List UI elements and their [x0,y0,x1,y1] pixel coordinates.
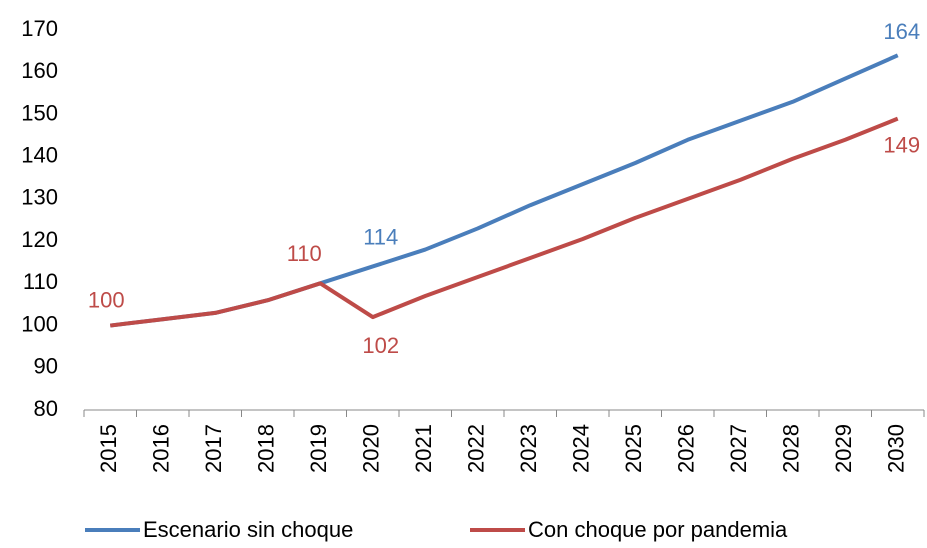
legend-label: Escenario sin choque [143,517,353,542]
x-tick-label: 2028 [779,424,804,473]
legend-label: Con choque por pandemia [528,517,788,542]
x-tick-label: 2018 [254,424,279,473]
data-label: 102 [362,333,399,358]
x-tick-label: 2030 [884,424,909,473]
x-tick-label: 2020 [359,424,384,473]
data-label: 110 [287,241,322,266]
y-tick-label: 90 [34,354,58,379]
x-tick-label: 2019 [306,424,331,473]
x-tick-label: 2029 [831,424,856,473]
series-line [110,116,899,328]
x-tick-label: 2024 [569,424,594,473]
x-tick-label: 2025 [621,424,646,473]
y-tick-label: 110 [23,269,58,294]
y-tick-label: 120 [21,227,58,252]
x-tick-label: 2022 [464,424,489,473]
data-label: 100 [88,287,125,312]
y-tick-label: 130 [21,185,58,210]
y-tick-label: 160 [21,58,58,83]
data-label: 164 [883,19,920,44]
x-tick-label: 2027 [726,424,751,473]
y-tick-label: 100 [21,311,58,336]
x-tick-label: 2015 [96,424,121,473]
y-tick-label: 80 [34,396,58,421]
x-tick-label: 2016 [149,424,174,473]
y-tick-label: 140 [21,142,58,167]
x-tick-label: 2026 [674,424,699,473]
y-tick-label: 170 [21,16,58,41]
x-tick-label: 2021 [411,424,436,473]
x-tick-label: 2023 [516,424,541,473]
data-label: 149 [883,132,920,157]
x-tick-label: 2017 [201,424,226,473]
series-line [110,53,899,328]
y-tick-label: 150 [21,100,58,125]
data-label: 114 [363,224,398,249]
